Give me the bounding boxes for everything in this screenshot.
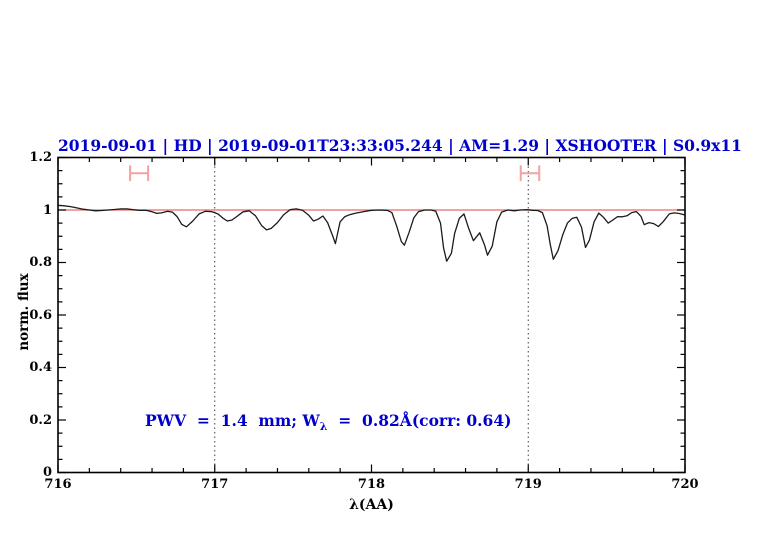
y-tick-label: 0.4 — [29, 360, 52, 375]
y-tick-label: 0 — [42, 465, 52, 480]
x-tick-label: 720 — [671, 477, 699, 492]
x-tick-label: 717 — [201, 477, 229, 492]
y-tick-label: 0.2 — [29, 412, 52, 428]
plot-title: 2019-09-01 | HD | 2019-09-01T23:33:05.24… — [58, 136, 742, 155]
x-tick-label: 716 — [44, 477, 72, 492]
y-tick-label: 0.6 — [29, 307, 52, 323]
y-tick-label: 0.8 — [29, 255, 52, 270]
y-tick-label: 1.2 — [29, 150, 52, 165]
band-marker — [129, 165, 150, 182]
spectrum-line — [57, 204, 686, 262]
y-tick-label: 1 — [42, 202, 52, 218]
pwv-annotation-suffix: = 0.82Å(corr: 0.64) — [327, 411, 512, 430]
x-axis-label: λ(AA) — [349, 497, 394, 513]
y-axis-label: norm. flux — [16, 273, 32, 351]
pwv-annotation: PWV = 1.4 mm; Wλ = 0.82Å(corr: 0.64) — [145, 411, 511, 433]
x-tick-label: 718 — [357, 477, 386, 492]
lambda-subscript: λ — [319, 420, 328, 433]
x-tick-label: 719 — [514, 477, 542, 492]
band-marker — [519, 165, 541, 182]
pwv-annotation-prefix: PWV = 1.4 mm; W — [145, 411, 320, 430]
